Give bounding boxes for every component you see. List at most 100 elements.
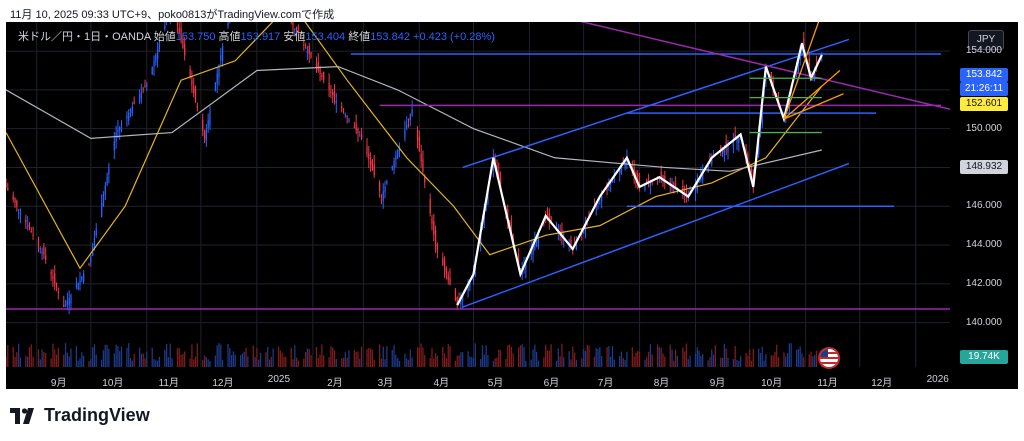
x-tick-label: 2026 [926, 374, 949, 385]
volume-bar [624, 359, 626, 367]
volume-bar [709, 357, 711, 367]
volume-bar [243, 351, 245, 367]
candle-body [684, 191, 686, 195]
candle-body [328, 82, 330, 90]
volume-bar [319, 354, 321, 367]
volume-bar [487, 355, 489, 367]
volume-bar [240, 355, 242, 367]
candle-body [673, 182, 675, 187]
volume-bar [366, 349, 368, 367]
volume-bar [498, 349, 500, 367]
candle-body [193, 86, 195, 94]
volume-bar [763, 360, 765, 367]
candle-body [164, 25, 166, 29]
candle-body [371, 159, 374, 171]
candle-body [357, 128, 359, 133]
candle-body [50, 271, 52, 274]
volume-bar [738, 360, 740, 367]
candle-body [14, 197, 16, 204]
candle-body [378, 182, 381, 192]
candle-body [532, 245, 534, 255]
y-tick-label: 150.000 [965, 122, 1002, 134]
price-chart[interactable] [6, 22, 1018, 389]
volume-bar [573, 352, 576, 367]
volume-bar [530, 359, 532, 367]
y-tick-label: 140.000 [965, 316, 1002, 328]
candle-body [584, 224, 587, 231]
candle-body [341, 106, 343, 109]
volume-bar [517, 347, 520, 367]
volume-bar [745, 352, 747, 367]
candle-body [601, 193, 603, 201]
volume-bar [736, 359, 738, 367]
volume-bar [30, 344, 32, 367]
volume-bar [631, 347, 633, 367]
volume-bar [234, 354, 236, 367]
volume-bar [725, 348, 727, 367]
volume-bar [306, 348, 309, 367]
volume-bar [774, 351, 776, 367]
volume-bar [637, 350, 639, 367]
candle-body [66, 300, 69, 305]
candle-body [633, 167, 635, 175]
candle-body [218, 64, 220, 78]
volume-bar [230, 355, 233, 367]
candle-body [449, 277, 451, 286]
volume-bar [50, 358, 52, 367]
us-flag-icon[interactable] [818, 347, 840, 369]
candle-body [649, 181, 652, 187]
volume-bar [424, 354, 426, 367]
candle-body [321, 75, 323, 77]
volume-bar [727, 357, 729, 367]
candle-body [517, 254, 520, 267]
candle-body [45, 255, 47, 260]
volume-bar [52, 343, 54, 367]
volume-bar [803, 357, 805, 367]
volume-bar [45, 353, 47, 367]
volume-bar [81, 352, 83, 367]
volume-bar [92, 347, 94, 367]
candle-body [456, 296, 458, 306]
x-tick-label: 4月 [433, 378, 450, 389]
volume-bar [786, 353, 789, 367]
x-tick-label: 12月 [212, 378, 234, 389]
candle-body [660, 171, 662, 179]
candle-body [386, 181, 388, 184]
volume-bar [66, 352, 69, 367]
candle-body [382, 191, 384, 201]
volume-bar [203, 355, 206, 367]
volume-bar [344, 352, 346, 367]
volume-bar [675, 349, 677, 367]
candle-body [295, 26, 298, 32]
channel-line [462, 162, 850, 308]
open-value: 153.750 [175, 31, 216, 43]
symbol-name[interactable]: 米ドル／円・1日・OANDA [18, 31, 151, 43]
volume-bar [41, 349, 43, 367]
candle-body [202, 119, 204, 131]
candle-body [366, 146, 368, 155]
volume-bar [431, 348, 433, 367]
candle-body [469, 281, 471, 288]
candle-body [404, 129, 406, 139]
x-tick-label: 10月 [102, 378, 124, 389]
chart-area[interactable]: 米ドル／円・1日・OANDA 始値153.750 高値153.917 安値153… [6, 22, 1018, 389]
candle-body [30, 230, 32, 233]
volume-bar [698, 350, 700, 367]
candle-body [803, 38, 805, 51]
currency-button[interactable]: JPY [968, 30, 1004, 50]
candle-body [196, 105, 198, 109]
volume-bar [247, 356, 249, 367]
candle-body [460, 298, 462, 305]
volume-bar [321, 344, 323, 367]
candle-body [332, 91, 334, 96]
volume-bar [797, 348, 800, 367]
candle-body [144, 85, 146, 87]
volume-bar [647, 351, 650, 367]
candle-body [499, 177, 502, 189]
volume-bar [606, 347, 608, 367]
volume-bar [82, 355, 85, 367]
volume-bar [355, 351, 357, 367]
volume-bar [597, 349, 599, 367]
candle-body [6, 183, 7, 187]
candle-body [70, 294, 72, 304]
